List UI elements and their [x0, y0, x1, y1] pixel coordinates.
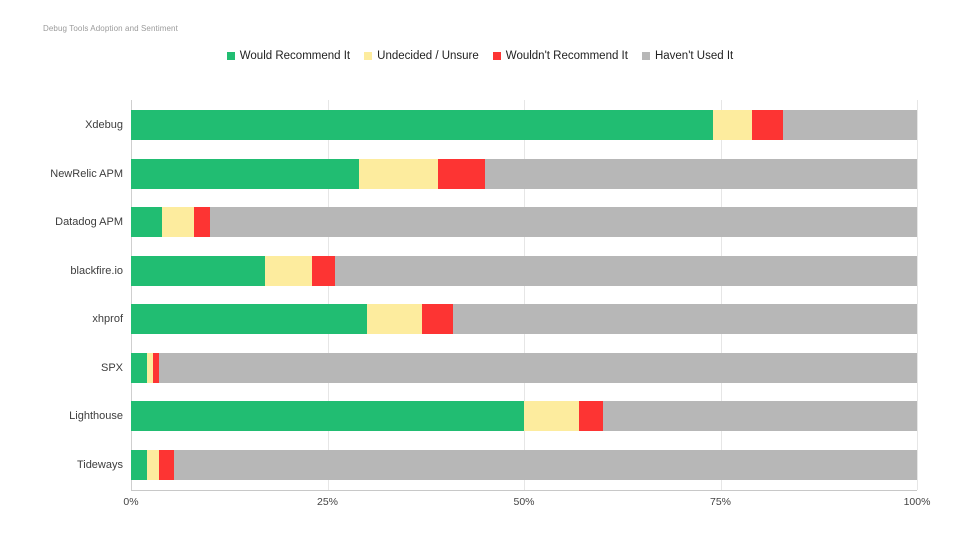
segment-haven-t-used-it [453, 304, 917, 335]
category-label: NewRelic APM [50, 167, 123, 180]
category-label: Xdebug [85, 119, 123, 132]
segment-would-recommend-it [131, 449, 147, 480]
segment-haven-t-used-it [602, 401, 917, 432]
segment-wouldn-t-recommend-it [437, 158, 485, 189]
segment-would-recommend-it [131, 158, 359, 189]
segment-would-recommend-it [131, 352, 147, 383]
segment-would-recommend-it [131, 207, 163, 238]
segment-undecided-unsure [712, 110, 752, 141]
bar-row-xdebug: Xdebug [0, 101, 960, 150]
legend-item-wouldn-t-recommend-it: Wouldn't Recommend It [492, 50, 628, 62]
gridline [720, 100, 722, 490]
bar-rows: Xdebug NewRelic APM Datadog APM blackfire.i… [0, 101, 960, 489]
bar-track [131, 158, 917, 189]
segment-wouldn-t-recommend-it [153, 352, 160, 383]
segment-would-recommend-it [131, 110, 713, 141]
segment-haven-t-used-it [209, 207, 917, 238]
bar-row-xhprof: xhprof [0, 295, 960, 344]
legend-item-haven-t-used-it: Haven't Used It [641, 50, 734, 62]
segment-wouldn-t-recommend-it [193, 207, 210, 238]
zero-gridline [131, 100, 132, 490]
segment-wouldn-t-recommend-it [421, 304, 454, 335]
bar-row-newrelic-apm: NewRelic APM [0, 150, 960, 199]
segment-undecided-unsure [162, 207, 194, 238]
segment-would-recommend-it [131, 255, 265, 286]
segment-wouldn-t-recommend-it [311, 255, 336, 286]
x-tick-label: 25% [316, 496, 339, 508]
legend-swatch-icon [226, 52, 235, 60]
bar-row-spx: SPX [0, 344, 960, 393]
category-label: Datadog APM [55, 216, 123, 229]
segment-would-recommend-it [131, 304, 367, 335]
x-axis: 0% 25% 50% 75% 100% [123, 496, 930, 510]
x-tick-label: 75% [709, 496, 732, 508]
legend-item-undecided-unsure: Undecided / Unsure [364, 50, 479, 62]
segment-undecided-unsure [358, 158, 438, 189]
x-tick-label: 100% [903, 496, 931, 508]
legend-swatch-icon [641, 52, 650, 60]
bar-track [131, 207, 917, 238]
plot-region: Xdebug NewRelic APM Datadog APM blackfire.i… [0, 100, 960, 520]
segment-undecided-unsure [146, 449, 159, 480]
bar-track [131, 449, 917, 480]
gridline [917, 100, 918, 490]
x-tick-label: 50% [513, 496, 535, 508]
segment-undecided-unsure [524, 401, 580, 432]
chart-legend: Would Recommend It Undecided / Unsure Woul… [0, 50, 960, 62]
segment-wouldn-t-recommend-it [158, 449, 175, 480]
plot-area [131, 100, 918, 491]
legend-swatch-icon [364, 52, 373, 60]
legend-item-would-recommend-it: Would Recommend It [226, 50, 351, 62]
bar-row-blackfire-io: blackfire.io [0, 247, 960, 296]
segment-undecided-unsure [146, 352, 153, 383]
legend-label: Wouldn't Recommend It [505, 50, 628, 62]
category-label: Lighthouse [69, 410, 123, 423]
x-tick-label: 0% [123, 496, 139, 508]
segment-haven-t-used-it [335, 255, 917, 286]
gridline [327, 100, 329, 490]
bar-row-lighthouse: Lighthouse [0, 392, 960, 441]
segment-undecided-unsure [366, 304, 422, 335]
gridline [524, 100, 525, 490]
segment-haven-t-used-it [484, 158, 917, 189]
category-label: SPX [100, 361, 123, 374]
bar-track [131, 352, 917, 383]
bar-track [131, 255, 917, 286]
category-label: xhprof [92, 313, 123, 326]
bar-track [131, 304, 917, 335]
bar-row-datadog-apm: Datadog APM [0, 198, 960, 247]
legend-label: Undecided / Unsure [377, 50, 479, 62]
chart-title: Debug Tools Adoption and Sentiment [43, 24, 178, 33]
category-label: Tideways [76, 458, 123, 471]
legend-label: Would Recommend It [239, 50, 351, 62]
bar-track [131, 401, 917, 432]
bar-row-tideways: Tideways [0, 441, 960, 490]
segment-haven-t-used-it [159, 352, 917, 383]
legend-label: Haven't Used It [654, 50, 734, 62]
segment-would-recommend-it [131, 401, 524, 432]
legend-swatch-icon [492, 52, 501, 60]
segment-haven-t-used-it [174, 449, 917, 480]
segment-undecided-unsure [264, 255, 312, 286]
segment-wouldn-t-recommend-it [579, 401, 603, 432]
segment-haven-t-used-it [783, 110, 917, 141]
bar-track [131, 110, 917, 141]
segment-wouldn-t-recommend-it [751, 110, 784, 141]
category-label: blackfire.io [70, 264, 123, 277]
